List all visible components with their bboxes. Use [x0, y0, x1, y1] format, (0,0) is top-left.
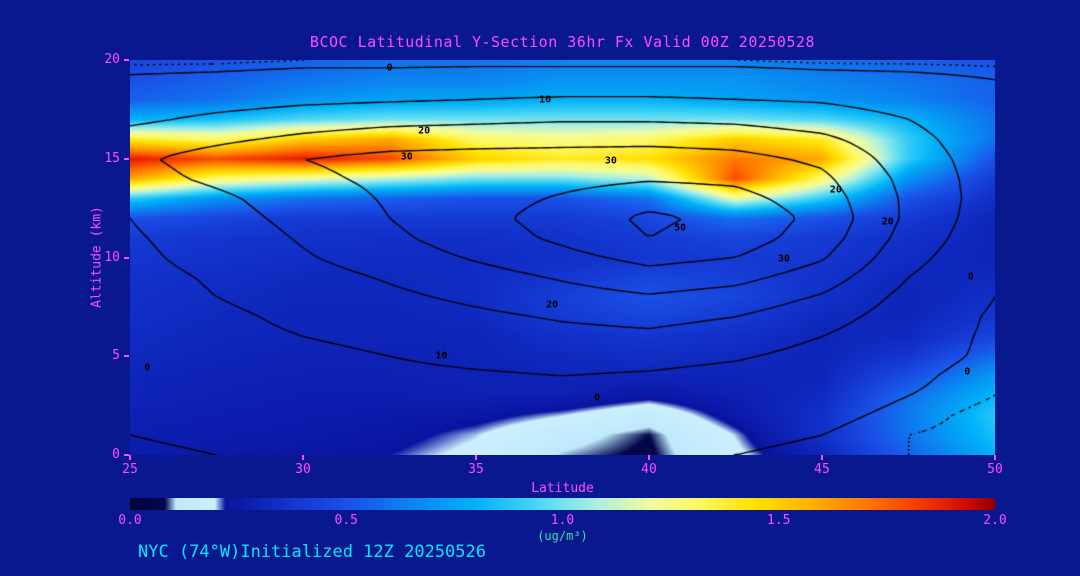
x-tick-label: 30 — [295, 462, 311, 477]
x-tick-mark — [648, 455, 650, 460]
x-tick-mark — [129, 455, 131, 460]
x-tick-label: 40 — [641, 462, 657, 477]
colorbar-tick-label: 1.5 — [767, 513, 791, 528]
y-tick-label: 0 — [112, 447, 120, 462]
y-axis-label: Altitude (km) — [89, 206, 105, 308]
colorbar-canvas — [130, 498, 995, 510]
y-tick-mark — [124, 59, 129, 61]
x-tick-label: 25 — [122, 462, 138, 477]
x-tick-label: 45 — [814, 462, 830, 477]
y-tick-mark — [124, 355, 129, 358]
x-tick-mark — [475, 455, 477, 460]
colorbar-tick-label: 1.0 — [550, 513, 575, 528]
y-tick-mark — [124, 157, 129, 160]
x-tick-label: 35 — [468, 462, 484, 477]
x-tick-mark — [994, 455, 996, 460]
colorbar-tick-label: 0.5 — [334, 513, 358, 528]
y-tick-label: 20 — [104, 52, 120, 67]
y-tick-mark — [124, 454, 129, 456]
colorbar-units: (ug/m³) — [537, 529, 588, 543]
y-tick-label: 15 — [104, 150, 120, 166]
colorbar-tick-label: 2.0 — [983, 513, 1007, 528]
colorbar-tick-label: 0.0 — [118, 513, 142, 528]
x-tick-label: 50 — [987, 462, 1003, 477]
chart-title: BCOC Latitudinal Y-Section 36hr Fx Valid… — [309, 33, 816, 51]
footer-text: NYC (74°W)Initialized 12Z 20250526 — [138, 542, 486, 562]
contour-plot-canvas — [130, 60, 995, 455]
y-tick-label: 5 — [112, 348, 120, 364]
x-tick-mark — [821, 455, 823, 460]
x-axis-label: Latitude — [531, 481, 594, 496]
y-tick-mark — [124, 256, 129, 259]
x-tick-mark — [302, 455, 304, 460]
